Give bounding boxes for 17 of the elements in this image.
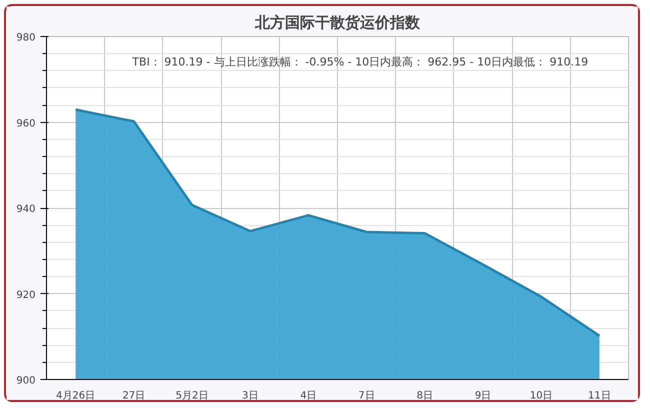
y-tick-label: 900 [16,376,36,386]
y-tick-label: 960 [16,118,36,130]
x-tick-label: 7日 [358,390,375,402]
x-tick-label: 9日 [474,390,492,402]
x-tick-label: 27日 [122,390,146,402]
x-tick-label: 11日 [588,390,611,402]
y-tick-label: 980 [16,32,36,44]
x-tick-label: 3日 [242,390,258,402]
x-tick-label: 10日 [530,390,553,402]
x-tick-label: 4月26日 [56,390,96,402]
x-tick-label: 8日 [416,390,433,402]
x-tick-label: 4日 [300,390,317,402]
annotation: TBI： 910.19 - 与上日比涨跌幅： -0.95% - 10日内最高： 962.95 - 10日内最低： 910.19 [131,56,588,69]
x-tick-label: 5月2日 [176,390,208,402]
chart-title: 北方国际干散货运价指数 [254,14,421,32]
y-tick-label: 920 [16,290,36,301]
y-tick-label: 940 [16,204,36,215]
